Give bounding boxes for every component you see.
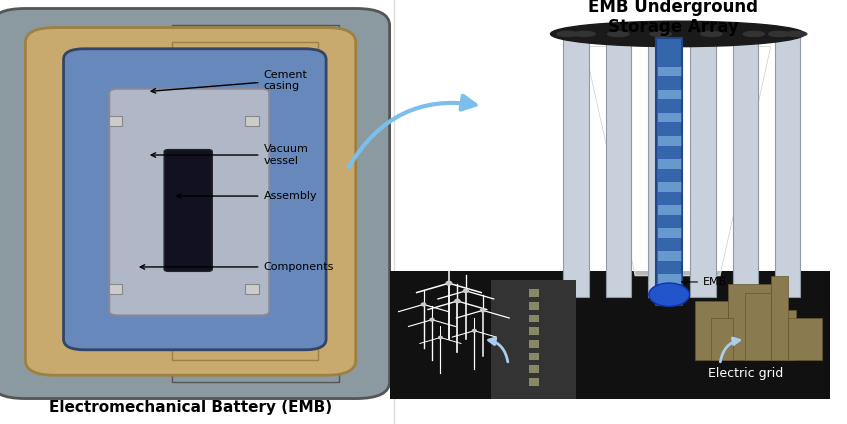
Ellipse shape bbox=[446, 282, 451, 285]
Bar bbox=[246, 284, 259, 294]
Ellipse shape bbox=[551, 21, 805, 47]
Ellipse shape bbox=[480, 309, 485, 312]
Ellipse shape bbox=[455, 299, 460, 303]
Text: Electromechanical Battery (EMB): Electromechanical Battery (EMB) bbox=[49, 399, 332, 415]
Text: EMB: EMB bbox=[682, 277, 728, 287]
Bar bbox=[657, 66, 681, 76]
Bar bbox=[529, 353, 539, 360]
Ellipse shape bbox=[430, 318, 434, 321]
FancyArrowPatch shape bbox=[349, 96, 475, 167]
Bar bbox=[657, 251, 681, 261]
Bar bbox=[657, 204, 681, 215]
Ellipse shape bbox=[650, 31, 671, 36]
FancyArrowPatch shape bbox=[720, 338, 739, 362]
FancyBboxPatch shape bbox=[64, 49, 326, 350]
Bar bbox=[491, 280, 576, 399]
Text: Vacuum
vessel: Vacuum vessel bbox=[152, 144, 308, 166]
Bar bbox=[529, 365, 539, 373]
Text: EMB Underground
Storage Array: EMB Underground Storage Array bbox=[589, 0, 758, 36]
Bar bbox=[762, 310, 796, 360]
Bar bbox=[173, 25, 339, 382]
Bar bbox=[656, 38, 682, 305]
Bar bbox=[771, 276, 788, 360]
FancyBboxPatch shape bbox=[164, 150, 213, 271]
Bar bbox=[606, 34, 631, 297]
Ellipse shape bbox=[557, 31, 579, 36]
Bar bbox=[529, 315, 539, 322]
Bar bbox=[775, 34, 800, 297]
Bar bbox=[657, 112, 681, 123]
Bar bbox=[728, 284, 771, 360]
Ellipse shape bbox=[421, 303, 426, 306]
FancyArrowPatch shape bbox=[489, 338, 508, 362]
Bar bbox=[745, 293, 771, 360]
Bar bbox=[695, 301, 728, 360]
FancyBboxPatch shape bbox=[0, 8, 390, 399]
Bar bbox=[529, 378, 539, 386]
Bar bbox=[690, 34, 716, 297]
Bar bbox=[246, 116, 259, 126]
Bar bbox=[657, 273, 681, 284]
Bar bbox=[657, 89, 681, 99]
Bar bbox=[657, 158, 681, 169]
Ellipse shape bbox=[439, 336, 442, 339]
Bar bbox=[563, 34, 589, 297]
Ellipse shape bbox=[574, 31, 595, 36]
Text: Cement
casing: Cement casing bbox=[151, 70, 307, 93]
Bar bbox=[529, 340, 539, 348]
Ellipse shape bbox=[473, 329, 476, 332]
Ellipse shape bbox=[649, 283, 689, 306]
Bar bbox=[529, 327, 539, 335]
Bar bbox=[529, 302, 539, 310]
Bar bbox=[529, 289, 539, 297]
Ellipse shape bbox=[608, 31, 628, 36]
Bar bbox=[657, 227, 681, 238]
Bar bbox=[108, 116, 122, 126]
Bar bbox=[788, 318, 822, 360]
Bar bbox=[648, 34, 673, 297]
Bar bbox=[657, 181, 681, 192]
Bar bbox=[173, 42, 318, 360]
Bar bbox=[108, 284, 122, 294]
Ellipse shape bbox=[744, 31, 765, 36]
Text: Electric grid: Electric grid bbox=[708, 367, 783, 379]
Text: Assembly: Assembly bbox=[177, 191, 317, 201]
Bar bbox=[657, 135, 681, 145]
Bar bbox=[711, 318, 733, 360]
FancyBboxPatch shape bbox=[25, 28, 356, 375]
Text: Components: Components bbox=[141, 262, 334, 272]
Ellipse shape bbox=[701, 31, 722, 36]
FancyBboxPatch shape bbox=[109, 89, 269, 315]
Bar bbox=[390, 271, 830, 399]
Bar bbox=[733, 34, 758, 297]
Ellipse shape bbox=[786, 31, 807, 36]
Ellipse shape bbox=[769, 31, 790, 36]
Ellipse shape bbox=[463, 289, 468, 293]
Polygon shape bbox=[584, 47, 771, 276]
